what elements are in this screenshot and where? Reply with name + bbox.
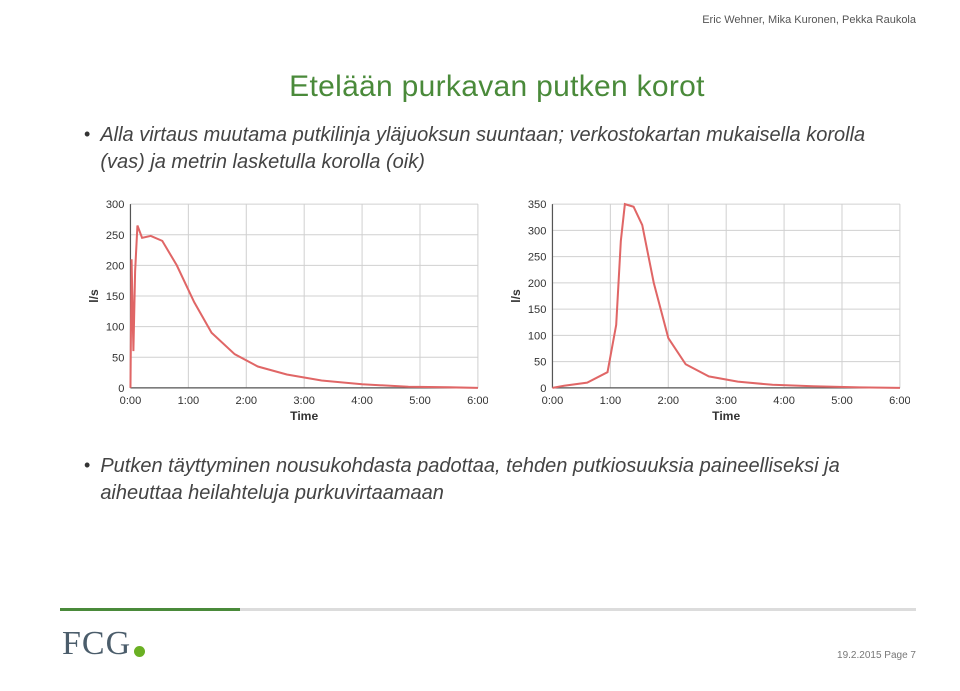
svg-text:200: 200 bbox=[106, 260, 125, 272]
svg-text:4:00: 4:00 bbox=[351, 395, 373, 407]
svg-text:100: 100 bbox=[106, 322, 125, 334]
conclusion-bullet-text: Putken täyttyminen nousukohdasta padotta… bbox=[100, 453, 910, 507]
svg-text:4:00: 4:00 bbox=[773, 395, 795, 407]
svg-text:2:00: 2:00 bbox=[235, 395, 257, 407]
svg-text:150: 150 bbox=[528, 304, 547, 316]
svg-text:300: 300 bbox=[528, 225, 547, 237]
intro-bullet: • Alla virtaus muutama putkilinja yläjuo… bbox=[84, 122, 910, 176]
svg-text:6:00: 6:00 bbox=[889, 395, 910, 407]
svg-text:0: 0 bbox=[540, 383, 546, 395]
intro-bullet-text: Alla virtaus muutama putkilinja yläjuoks… bbox=[100, 122, 910, 176]
charts-row: 0 50 100 150 200 250 300 0:00 1:00 2:00 3:00 4:00 5:… bbox=[84, 194, 910, 431]
slide-title: Etelään purkavan putken korot bbox=[84, 70, 910, 104]
svg-text:6:00: 6:00 bbox=[467, 395, 488, 407]
svg-text:Time: Time bbox=[290, 409, 318, 423]
logo-dot-icon bbox=[134, 646, 145, 657]
svg-text:1:00: 1:00 bbox=[178, 395, 200, 407]
bullet-dot-icon: • bbox=[84, 453, 90, 507]
svg-text:150: 150 bbox=[106, 291, 125, 303]
fcg-logo: FCG bbox=[62, 625, 145, 663]
bullet-dot-icon: • bbox=[84, 122, 90, 176]
svg-text:5:00: 5:00 bbox=[831, 395, 853, 407]
conclusion-bullet: • Putken täyttyminen nousukohdasta padot… bbox=[84, 453, 910, 507]
footer-page: Page 7 bbox=[884, 650, 916, 661]
svg-text:100: 100 bbox=[528, 330, 547, 342]
slide-content: Etelään purkavan putken korot • Alla vir… bbox=[84, 70, 910, 511]
svg-text:50: 50 bbox=[112, 352, 124, 364]
svg-text:5:00: 5:00 bbox=[409, 395, 431, 407]
svg-text:0:00: 0:00 bbox=[120, 395, 142, 407]
svg-text:250: 250 bbox=[106, 230, 125, 242]
svg-text:0: 0 bbox=[118, 383, 124, 395]
svg-text:3:00: 3:00 bbox=[715, 395, 737, 407]
svg-text:l/s: l/s bbox=[87, 289, 101, 303]
page-meta: 19.2.2015 Page 7 bbox=[837, 650, 916, 661]
svg-text:2:00: 2:00 bbox=[657, 395, 679, 407]
footer-date: 19.2.2015 bbox=[837, 650, 882, 661]
svg-text:200: 200 bbox=[528, 278, 547, 290]
logo-text: FCG bbox=[62, 625, 131, 663]
svg-text:Time: Time bbox=[712, 409, 740, 423]
authors-line: Eric Wehner, Mika Kuronen, Pekka Raukola bbox=[702, 14, 916, 26]
svg-text:250: 250 bbox=[528, 252, 547, 264]
svg-text:350: 350 bbox=[528, 199, 547, 211]
svg-text:3:00: 3:00 bbox=[293, 395, 315, 407]
svg-text:50: 50 bbox=[534, 357, 546, 369]
svg-text:1:00: 1:00 bbox=[600, 395, 622, 407]
footer-divider bbox=[60, 608, 916, 611]
svg-text:0:00: 0:00 bbox=[542, 395, 564, 407]
svg-text:300: 300 bbox=[106, 199, 125, 211]
chart-left: 0 50 100 150 200 250 300 0:00 1:00 2:00 3:00 4:00 5:… bbox=[84, 194, 488, 431]
svg-text:l/s: l/s bbox=[509, 289, 523, 303]
chart-right: 0 50 100 150 200 250 300 350 0:00 1:00 2:00 3:00 4:0… bbox=[506, 194, 910, 431]
